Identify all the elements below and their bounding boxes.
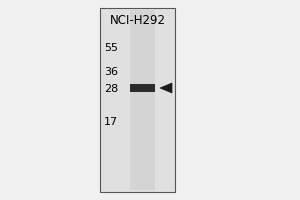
Text: 55: 55: [104, 43, 118, 53]
Bar: [130, 84, 155, 92]
Text: 17: 17: [104, 117, 118, 127]
Text: 28: 28: [104, 84, 118, 94]
Text: 36: 36: [104, 67, 118, 77]
Polygon shape: [160, 83, 172, 93]
Bar: [130, 10, 155, 190]
Text: NCI-H292: NCI-H292: [110, 14, 166, 27]
Bar: [100, 8, 175, 192]
